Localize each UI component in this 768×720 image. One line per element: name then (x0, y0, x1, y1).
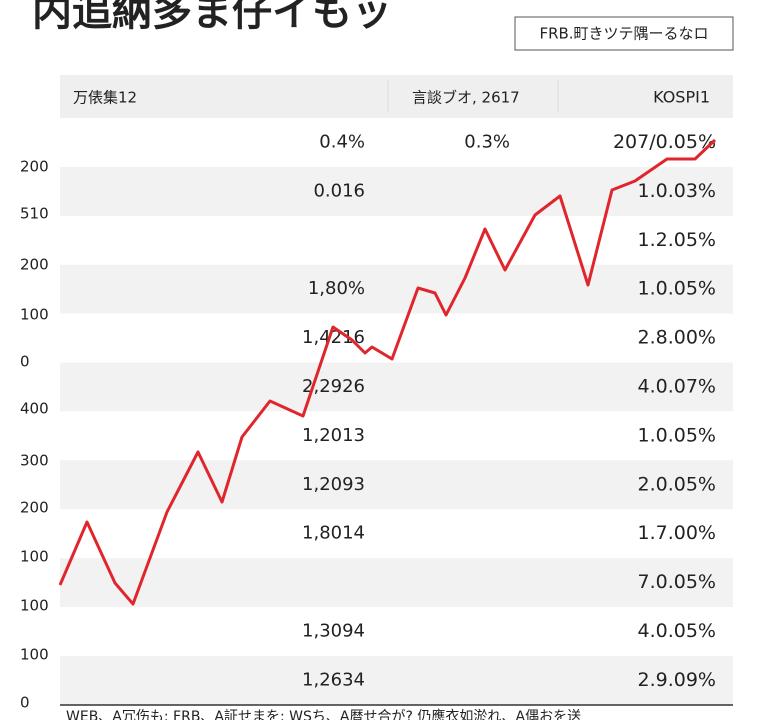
table-cell: 1,8014 (302, 523, 365, 544)
axis-label: 100 (20, 646, 49, 664)
column-header: KOSPI1 (653, 88, 710, 107)
table-cell: 1,2634 (302, 669, 365, 690)
table-cell: 7.0.05% (638, 571, 717, 593)
table-body: 0.4% 0.3% 207/0.05% 0.016 1.0.03% 1.2.05% 1,80… (60, 131, 733, 705)
table-cell: 1.2.05% (638, 229, 717, 251)
button-frame[interactable] (514, 16, 734, 51)
table-cell: 0.3% (464, 131, 510, 152)
row-stripe (60, 362, 733, 412)
axis-label: 0 (20, 353, 30, 371)
table-cell: 1,2093 (302, 474, 365, 495)
table-cell: 1,2013 (302, 425, 365, 446)
button-label[interactable]: FRB.町きツテ隅ーるなロ (539, 25, 708, 43)
axis-label: 510 (20, 205, 49, 223)
table-cell: 2.0.05% (638, 473, 717, 495)
table-cell: 1,80% (308, 278, 365, 299)
axis-label: 100 (20, 306, 49, 324)
table-cell: 4.0.07% (638, 375, 717, 397)
column-header: 言談ブオ, 2617 (412, 89, 520, 107)
table-cell: 2,2926 (302, 376, 365, 397)
row-stripe (60, 655, 733, 705)
table-cell: 207/0.05% (613, 131, 716, 153)
table-cell: 1.7.00% (638, 522, 717, 544)
trend-line (58, 138, 717, 606)
table-cell: 0.016 (313, 180, 365, 201)
column-header: 万俵集12 (73, 89, 137, 107)
table-cell: 1,3094 (302, 620, 365, 641)
table-cell: 4.0.05% (638, 620, 717, 642)
footer-text: WEB、A冗伤も: FRB、A証せまを: WSち、A暦せ合が? 仍應衣如淤れ、A… (66, 708, 581, 720)
table-cell: 2.9.09% (638, 669, 717, 691)
table-cell: 2.8.00% (638, 327, 717, 349)
row-stripe (60, 558, 733, 607)
axis-label: 200 (20, 499, 49, 517)
row-stripe (60, 166, 733, 216)
page-title: 内追納多ま仔イもッ (32, 0, 392, 35)
table-cell: 1.0.03% (638, 180, 717, 202)
axis-label: 100 (20, 597, 49, 615)
table-cell: 0.4% (319, 131, 365, 152)
axis-label: 0 (20, 694, 30, 712)
table-header (60, 75, 733, 118)
axis-label: 100 (20, 548, 49, 566)
table-cell: 1.0.05% (638, 278, 717, 300)
axis-label: 300 (20, 452, 49, 470)
row-stripe (60, 264, 733, 314)
axis-label: 200 (20, 256, 49, 274)
axis-label: 400 (20, 400, 49, 418)
axis-label: 200 (20, 158, 49, 176)
row-stripe (60, 460, 733, 510)
table-cell: 1.0.05% (638, 424, 717, 446)
table-cell: 1,4216 (302, 327, 365, 348)
